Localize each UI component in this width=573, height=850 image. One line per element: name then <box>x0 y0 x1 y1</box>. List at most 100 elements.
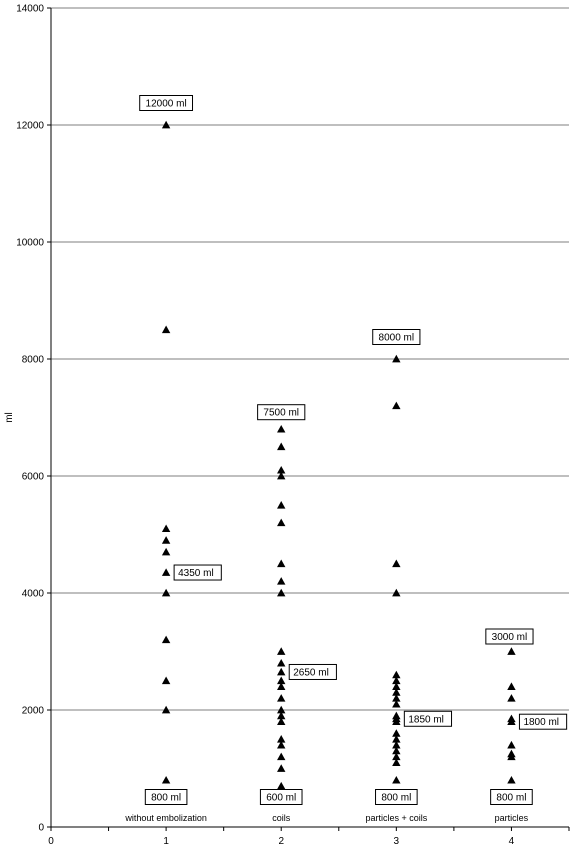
annotation-text-4: 2650 ml <box>293 667 329 678</box>
data-point-22 <box>277 667 286 676</box>
data-point-32 <box>277 764 286 772</box>
data-point-60 <box>507 740 516 749</box>
data-point-36 <box>392 401 401 410</box>
category-label-3: particles <box>495 813 529 823</box>
category-label-1: coils <box>272 813 291 823</box>
data-point-19 <box>277 588 286 597</box>
data-points <box>161 120 516 796</box>
data-point-53 <box>392 758 401 767</box>
y-tick-label-0: 0 <box>38 823 44 834</box>
annotation-text-2: 800 ml <box>151 793 181 804</box>
annotation-box-9 <box>485 628 534 645</box>
data-point-57 <box>507 694 516 702</box>
annotation-1: 4350 ml <box>173 564 222 581</box>
data-point-4 <box>161 547 171 556</box>
data-point-26 <box>277 705 286 714</box>
data-point-49 <box>392 735 401 743</box>
data-point-21 <box>277 659 286 667</box>
data-point-47 <box>392 717 401 726</box>
annotation-text-5: 600 ml <box>266 793 296 804</box>
data-point-20 <box>277 647 286 655</box>
annotation-5: 600 ml <box>259 789 303 805</box>
annotation-text-10: 1800 ml <box>523 717 559 728</box>
annotation-0: 12000 ml <box>139 95 194 111</box>
data-point-43 <box>392 694 401 702</box>
annotation-box-3 <box>257 404 306 421</box>
y-tick-label-3: 6000 <box>22 472 45 483</box>
y-tick-labels: 0 2000 4000 6000 8000 10000 12000 14000 <box>16 4 44 834</box>
data-point-35 <box>392 354 401 363</box>
data-point-3 <box>161 536 171 544</box>
category-label-2: particles + coils <box>365 813 427 823</box>
data-point-14 <box>277 471 286 480</box>
category-labels: without embolization coils particles + coi… <box>124 813 528 823</box>
annotation-text-9: 3000 ml <box>492 632 528 643</box>
data-point-28 <box>277 717 286 726</box>
y-tick-label-4: 8000 <box>22 355 45 366</box>
y-tick-label-7: 14000 <box>16 4 44 15</box>
annotation-box-5 <box>259 789 303 805</box>
x-tick-labels: 0 1 2 3 4 <box>48 836 514 847</box>
y-tick-label-1: 2000 <box>22 706 45 717</box>
y-tick-label-2: 4000 <box>22 589 45 600</box>
data-point-54 <box>392 776 401 784</box>
data-point-17 <box>277 559 286 568</box>
annotation-box-0 <box>139 95 194 111</box>
data-point-11 <box>277 425 286 433</box>
annotation-2: 800 ml <box>144 789 188 805</box>
data-point-2 <box>161 524 171 533</box>
data-point-42 <box>392 688 401 696</box>
annotation-box-4 <box>288 663 337 680</box>
x-tick-label-2: 2 <box>278 836 284 847</box>
axes <box>47 7 570 831</box>
data-point-51 <box>392 746 401 755</box>
x-tick-label-3: 3 <box>394 836 400 847</box>
annotation-text-8: 800 ml <box>381 793 411 804</box>
annotation-text-3: 7500 ml <box>263 408 299 419</box>
data-point-6 <box>161 588 171 597</box>
annotation-text-0: 12000 ml <box>146 99 187 110</box>
annotation-3: 7500 ml <box>257 404 306 421</box>
data-point-37 <box>392 559 401 568</box>
data-point-16 <box>277 518 286 527</box>
annotation-text-11: 800 ml <box>496 793 526 804</box>
data-point-31 <box>277 752 286 761</box>
y-tick-label-5: 10000 <box>16 238 44 249</box>
annotation-11: 800 ml <box>490 789 533 805</box>
data-point-13 <box>277 465 286 474</box>
data-point-50 <box>392 740 401 749</box>
data-point-18 <box>277 577 286 585</box>
data-point-55 <box>507 647 516 655</box>
data-point-38 <box>392 588 401 597</box>
annotation-box-1 <box>173 564 222 581</box>
annotation-text-1: 4350 ml <box>178 568 214 579</box>
annotation-9: 3000 ml <box>485 628 534 645</box>
annotation-box-10 <box>518 713 568 730</box>
annotation-7: 1850 ml <box>403 710 453 727</box>
data-point-30 <box>277 740 286 749</box>
data-point-44 <box>392 699 401 708</box>
data-point-24 <box>277 682 286 690</box>
data-point-29 <box>277 735 286 743</box>
annotation-8: 800 ml <box>375 789 418 805</box>
gridlines <box>51 7 569 711</box>
data-point-27 <box>277 711 286 720</box>
x-tick-label-1: 1 <box>163 836 169 847</box>
data-point-9 <box>161 705 171 714</box>
data-point-23 <box>277 676 286 685</box>
data-point-7 <box>161 635 171 644</box>
data-point-48 <box>392 729 401 737</box>
annotation-box-8 <box>375 789 418 805</box>
data-point-56 <box>507 682 516 690</box>
x-tick-label-0: 0 <box>48 836 54 847</box>
data-point-1 <box>161 325 171 334</box>
x-tick-label-4: 4 <box>509 836 515 847</box>
annotations: 12000 ml 4350 ml 800 ml 7500 ml 2650 ml 600 m… <box>139 95 568 805</box>
data-point-40 <box>392 676 401 685</box>
data-point-39 <box>392 670 401 679</box>
data-point-41 <box>392 682 401 690</box>
annotation-box-6 <box>372 329 421 345</box>
annotation-box-11 <box>490 789 533 805</box>
data-point-33 <box>277 781 286 790</box>
